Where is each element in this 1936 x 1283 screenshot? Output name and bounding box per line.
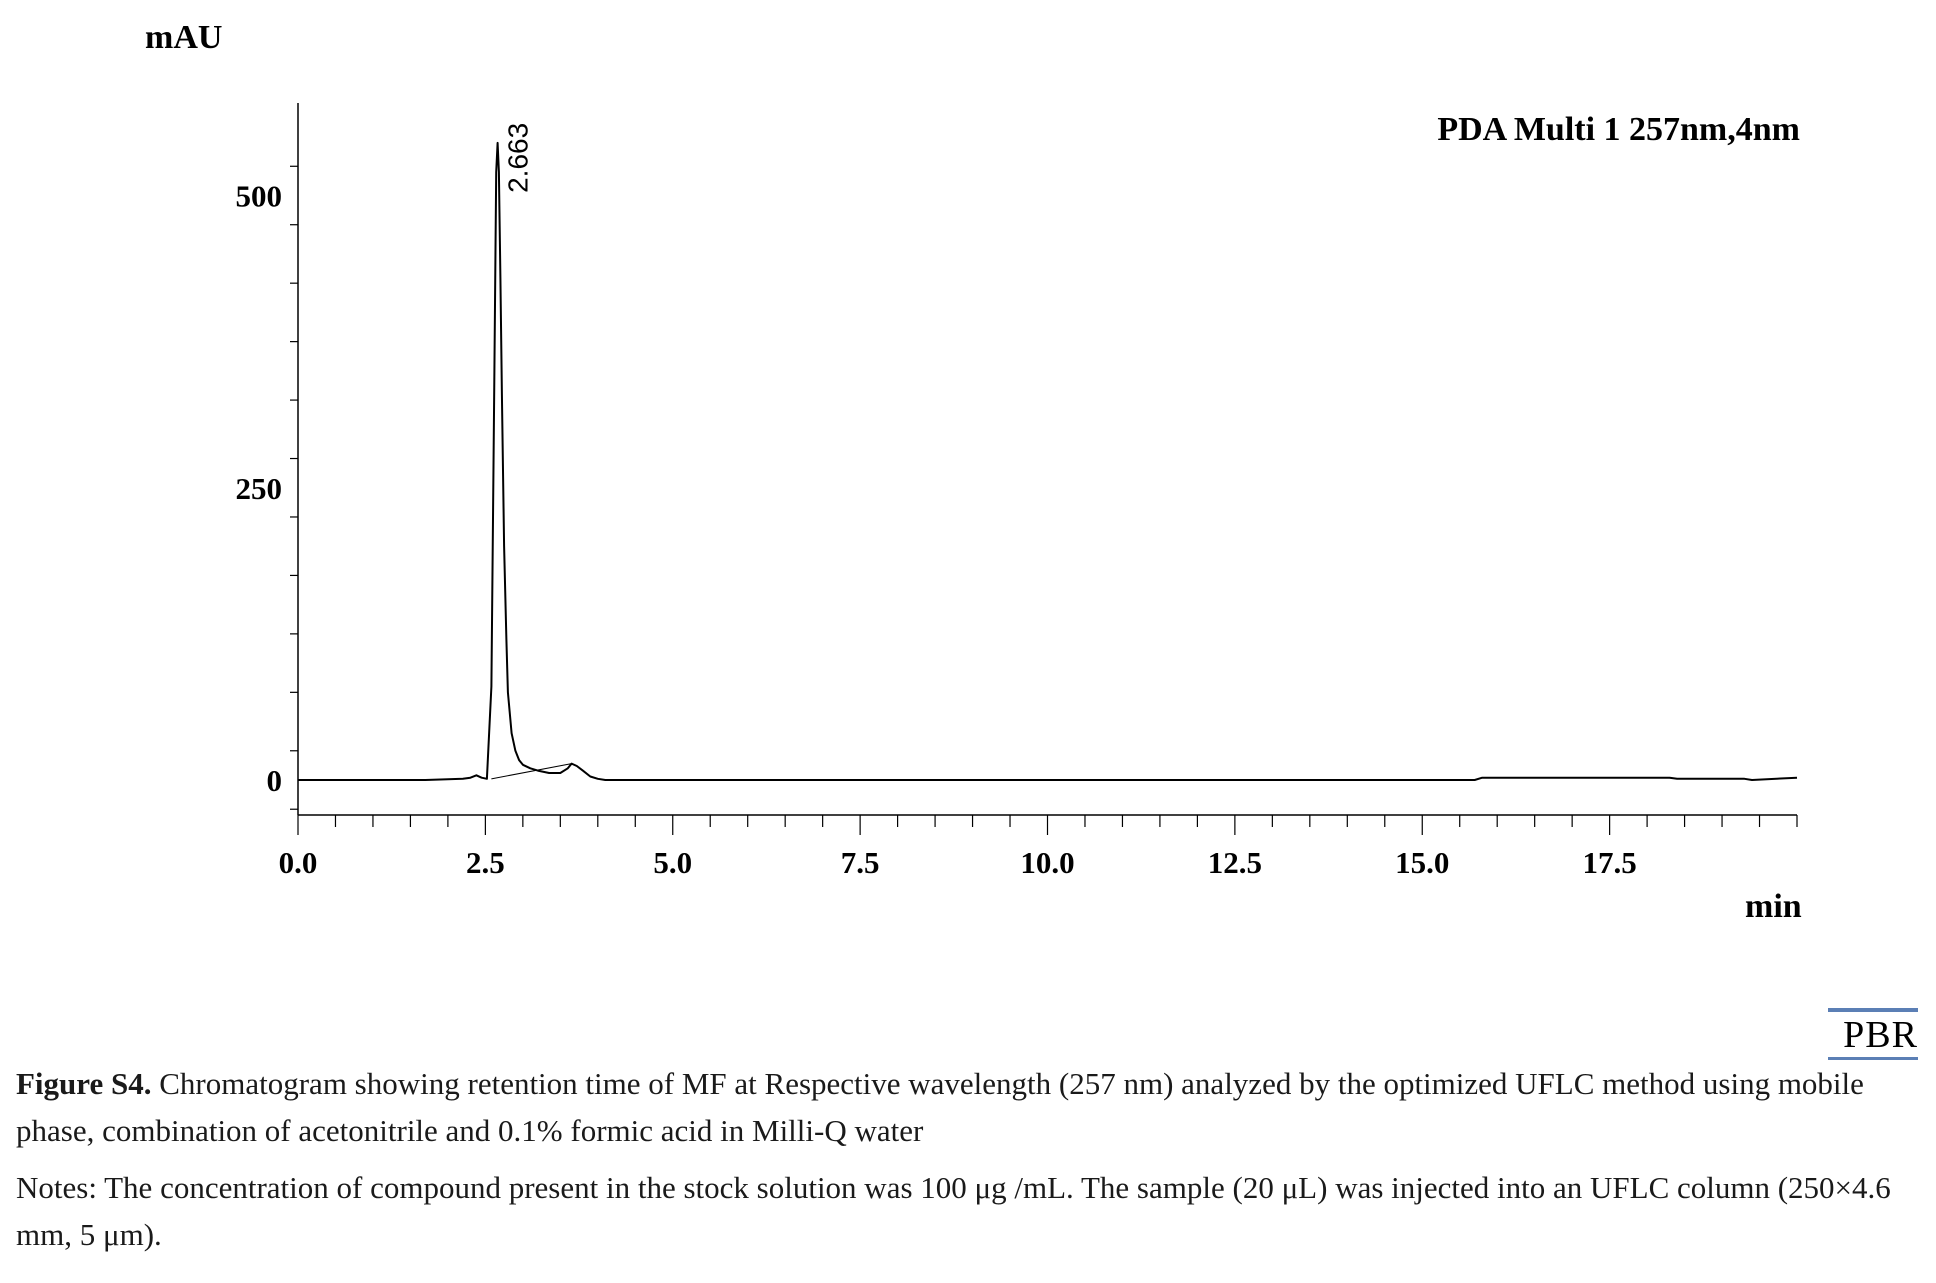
y-tick-label: 0: [267, 763, 283, 798]
y-tick-label: 500: [236, 179, 283, 214]
peak-retention-label: 2.663: [503, 123, 534, 193]
caption-notes: Notes: The concentration of compound pre…: [16, 1170, 1891, 1252]
peak-baseline: [491, 763, 572, 780]
x-tick-label: 5.0: [653, 845, 692, 880]
y-tick-label: 250: [236, 471, 283, 506]
x-tick-label: 0.0: [279, 845, 318, 880]
x-tick-label: 12.5: [1208, 845, 1262, 880]
pbr-logo-underline: [1828, 1057, 1918, 1060]
x-tick-label: 7.5: [841, 845, 880, 880]
caption-text: Chromatogram showing retention time of M…: [16, 1066, 1864, 1148]
pbr-logo: PBR: [1828, 1008, 1918, 1060]
chromatogram-trace: [298, 141, 1798, 781]
x-tick-label: 2.5: [466, 845, 505, 880]
x-tick-label: 15.0: [1395, 845, 1449, 880]
pbr-logo-bar: [1828, 1008, 1918, 1012]
pbr-logo-text: PBR: [1843, 1014, 1918, 1056]
x-axis-unit-label: min: [1745, 888, 1802, 925]
caption-main: Figure S4. Chromatogram showing retentio…: [16, 1060, 1920, 1154]
chromatogram-chart: 0 250 500 0.0 2.5 5.0 7.5 10.0 12.5 15.0 17.5 2.66…: [145, 19, 1802, 925]
chart-ticks: 0 250 500 0.0 2.5 5.0 7.5 10.0 12.5 15.0 17.5: [236, 165, 1798, 880]
chart-axes: [297, 103, 1797, 816]
figure-caption: Figure S4. Chromatogram showing retentio…: [16, 1060, 1920, 1258]
x-tick-label: 10.0: [1020, 845, 1074, 880]
y-axis-unit-label: mAU: [145, 19, 222, 56]
x-tick-label: 17.5: [1583, 845, 1637, 880]
chart-plot-area: 2.663: [298, 123, 1798, 781]
detector-label: PDA Multi 1 257nm,4nm: [1437, 111, 1800, 148]
figure-label: Figure S4.: [16, 1066, 152, 1101]
